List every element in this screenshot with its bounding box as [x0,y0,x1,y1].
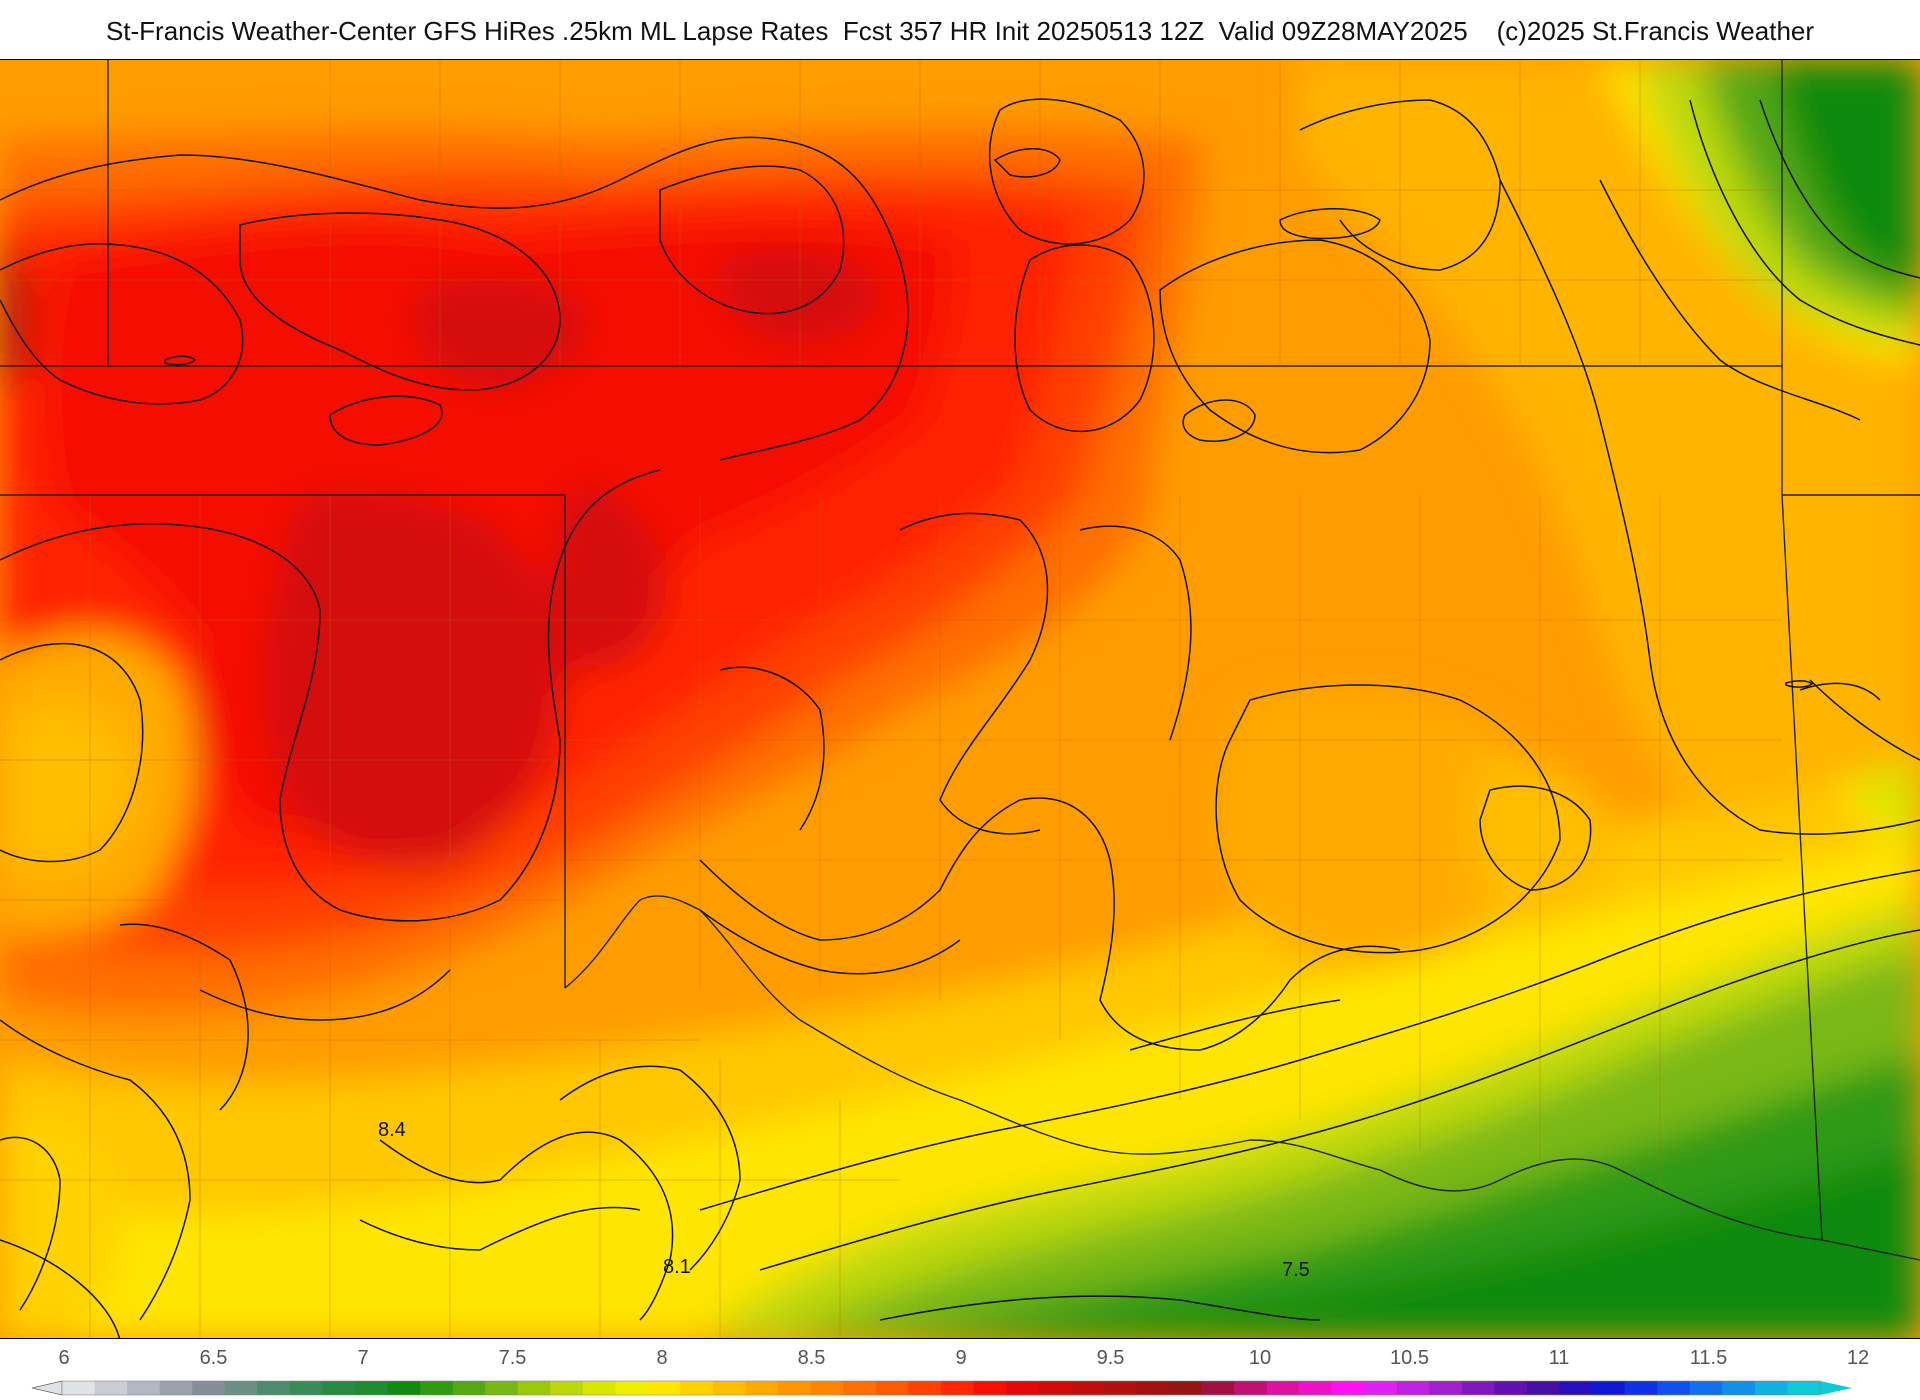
colorbar-swatch [1006,1381,1040,1395]
colorbar-min-arrow [31,1380,63,1396]
colorbar-max-arrow [1820,1381,1852,1395]
colorbar-swatch [713,1381,747,1395]
colorbar-tick-label: 10.5 [1390,1347,1429,1369]
colorbar-swatch [810,1381,844,1395]
filled-contours [0,60,1920,1338]
colorbar-swatch [1038,1381,1072,1395]
colorbar-swatch [1527,1381,1561,1395]
colorbar-swatch [745,1381,779,1395]
colorbar-swatch [1689,1381,1723,1395]
colorbar-swatch [517,1381,551,1395]
colorbar-swatch [1657,1381,1691,1395]
contour-label: 8.4 [378,1119,406,1141]
colorbar-swatch [452,1381,486,1395]
colorbar-swatch [62,1381,96,1395]
colorbar-swatch [1787,1381,1821,1395]
colorbar-swatch [582,1381,616,1395]
colorbar-swatch [1103,1381,1137,1395]
contour-label: 8.1 [663,1256,691,1278]
map-title: St-Francis Weather-Center GFS HiRes .25k… [105,15,1815,46]
colorbar-swatch [1071,1381,1105,1395]
colorbar-svg: 6 6.5 7 7.5 8 8.5 9 9.5 10 10.5 11 11.5 12 [31,1347,1869,1396]
colorbar-tick-label: 12 [1847,1347,1869,1369]
colorbar-tick-label: 11.5 [1690,1347,1727,1369]
colorbar-swatch [843,1381,877,1395]
colorbar-ticks: 6 6.5 7 7.5 8 8.5 9 9.5 10 10.5 11 11.5 12 [58,1347,1869,1369]
colorbar-swatch [159,1381,193,1395]
colorbar-swatches [31,1380,1852,1396]
colorbar-swatch [1754,1381,1788,1395]
colorbar-outline [61,1380,1821,1396]
map-canvas: 8.4 8.1 7.5 [0,60,1920,1338]
colorbar-tick-label: 6 [58,1347,69,1369]
colorbar-swatch [1331,1381,1365,1395]
contour-label: 7.5 [1282,1259,1310,1281]
colorbar-swatch [1299,1381,1333,1395]
colorbar-swatch [1624,1381,1658,1395]
colorbar-swatch [224,1381,258,1395]
contour-label-group: 8.4 8.1 7.5 [378,1119,1310,1281]
colorbar-swatch [1364,1381,1398,1395]
colorbar-swatch [485,1381,519,1395]
colorbar-tick-label: 7 [357,1347,368,1369]
colorbar-tick-label: 8.5 [798,1347,826,1369]
colorbar-swatch [257,1381,291,1395]
colorbar-swatch [1234,1381,1268,1395]
colorbar-tick-label: 10 [1249,1347,1271,1369]
colorbar-swatch [680,1381,714,1395]
colorbar-swatch [941,1381,975,1395]
colorbar-swatch [1396,1381,1430,1395]
colorbar-swatch [550,1381,584,1395]
colorbar-tick-label: 8 [656,1347,667,1369]
colorbar-legend: 6 6.5 7 7.5 8 8.5 9 9.5 10 10.5 11 11.5 12 [0,1340,1920,1400]
colorbar-swatch [1136,1381,1170,1395]
county-lines [0,60,1782,1338]
colorbar-swatch [1722,1381,1756,1395]
colorbar-swatch [908,1381,942,1395]
colorbar-swatch [1266,1381,1300,1395]
colorbar-swatch [875,1381,909,1395]
colorbar-swatch [778,1381,812,1395]
colorbar-tick-label: 9.5 [1097,1347,1125,1369]
colorbar-tick-label: 11 [1549,1347,1570,1369]
contour-lines [0,98,1920,1338]
colorbar-swatch [1429,1381,1463,1395]
colorbar-swatch [615,1381,649,1395]
colorbar-tick-label: 6.5 [200,1347,228,1369]
colorbar-swatch [355,1381,389,1395]
colorbar-swatch [973,1381,1007,1395]
colorbar-swatch [322,1381,356,1395]
colorbar-swatch [1592,1381,1626,1395]
colorbar-swatch [387,1381,421,1395]
colorbar-swatch [420,1381,454,1395]
colorbar-swatch [94,1381,128,1395]
colorbar-swatch [127,1381,161,1395]
colorbar-swatch [1201,1381,1235,1395]
lapse-rate-map: 8.4 8.1 7.5 [0,59,1920,1339]
colorbar-tick-label: 7.5 [499,1347,527,1369]
colorbar-swatch [648,1381,682,1395]
colorbar-swatch [192,1381,226,1395]
colorbar-tick-label: 9 [955,1347,966,1369]
colorbar-swatch [1559,1381,1593,1395]
colorbar-swatch [1168,1381,1202,1395]
colorbar-swatch [289,1381,323,1395]
colorbar-swatch [1494,1381,1528,1395]
colorbar-swatch [1461,1381,1495,1395]
